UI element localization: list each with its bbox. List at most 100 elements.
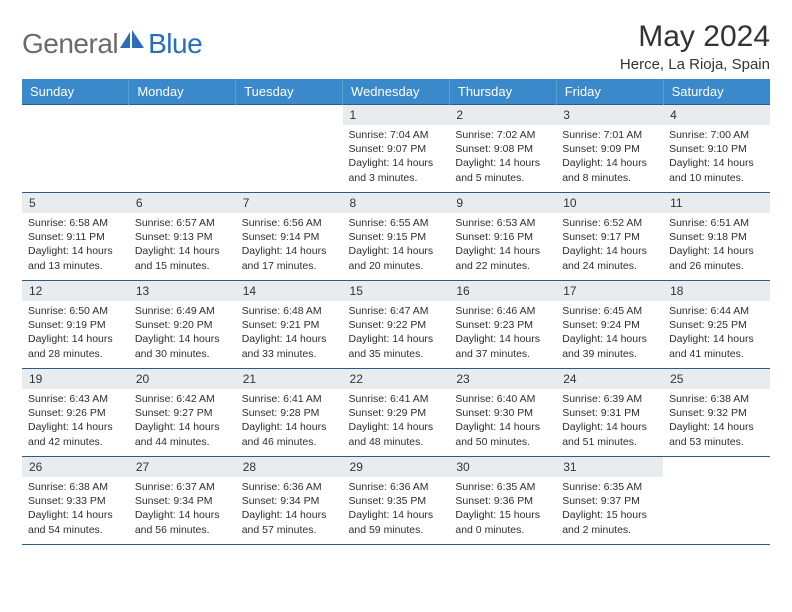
day-number: 6 [129,193,236,213]
calendar-cell: 28Sunrise: 6:36 AMSunset: 9:34 PMDayligh… [236,457,343,545]
day-number: 20 [129,369,236,389]
day-details: Sunrise: 6:43 AMSunset: 9:26 PMDaylight:… [22,389,129,453]
calendar-cell: 27Sunrise: 6:37 AMSunset: 9:34 PMDayligh… [129,457,236,545]
calendar-cell [129,105,236,193]
day-number: 11 [663,193,770,213]
day-number: 21 [236,369,343,389]
day-details: Sunrise: 6:56 AMSunset: 9:14 PMDaylight:… [236,213,343,277]
title-block: May 2024 Herce, La Rioja, Spain [620,20,770,73]
calendar-cell: 19Sunrise: 6:43 AMSunset: 9:26 PMDayligh… [22,369,129,457]
day-number: 8 [343,193,450,213]
day-details: Sunrise: 6:38 AMSunset: 9:32 PMDaylight:… [663,389,770,453]
calendar-cell: 12Sunrise: 6:50 AMSunset: 9:19 PMDayligh… [22,281,129,369]
day-number: 19 [22,369,129,389]
day-details: Sunrise: 6:55 AMSunset: 9:15 PMDaylight:… [343,213,450,277]
day-details: Sunrise: 6:52 AMSunset: 9:17 PMDaylight:… [556,213,663,277]
day-number: 25 [663,369,770,389]
calendar-cell: 26Sunrise: 6:38 AMSunset: 9:33 PMDayligh… [22,457,129,545]
calendar-row: 19Sunrise: 6:43 AMSunset: 9:26 PMDayligh… [22,369,770,457]
day-number: 15 [343,281,450,301]
calendar-cell: 15Sunrise: 6:47 AMSunset: 9:22 PMDayligh… [343,281,450,369]
day-number: 2 [449,105,556,125]
day-details: Sunrise: 6:41 AMSunset: 9:28 PMDaylight:… [236,389,343,453]
day-details: Sunrise: 7:01 AMSunset: 9:09 PMDaylight:… [556,125,663,189]
calendar-cell [663,457,770,545]
day-number: 23 [449,369,556,389]
day-details: Sunrise: 6:46 AMSunset: 9:23 PMDaylight:… [449,301,556,365]
header: General Blue May 2024 Herce, La Rioja, S… [22,20,770,73]
calendar-cell: 22Sunrise: 6:41 AMSunset: 9:29 PMDayligh… [343,369,450,457]
day-number: 31 [556,457,663,477]
day-number: 9 [449,193,556,213]
calendar-cell: 14Sunrise: 6:48 AMSunset: 9:21 PMDayligh… [236,281,343,369]
calendar-document: General Blue May 2024 Herce, La Rioja, S… [0,0,792,565]
calendar-cell: 25Sunrise: 6:38 AMSunset: 9:32 PMDayligh… [663,369,770,457]
day-details: Sunrise: 6:35 AMSunset: 9:37 PMDaylight:… [556,477,663,541]
day-number: 3 [556,105,663,125]
brand-logo: General Blue [22,28,202,60]
day-number: 7 [236,193,343,213]
day-number: 14 [236,281,343,301]
calendar-cell: 7Sunrise: 6:56 AMSunset: 9:14 PMDaylight… [236,193,343,281]
weekday-header: Tuesday [236,79,343,105]
day-details: Sunrise: 6:41 AMSunset: 9:29 PMDaylight:… [343,389,450,453]
sail-icon [118,28,148,50]
day-number: 27 [129,457,236,477]
brand-part1: General [22,28,118,60]
day-details: Sunrise: 6:57 AMSunset: 9:13 PMDaylight:… [129,213,236,277]
day-details: Sunrise: 6:38 AMSunset: 9:33 PMDaylight:… [22,477,129,541]
calendar-cell [22,105,129,193]
calendar-row: 26Sunrise: 6:38 AMSunset: 9:33 PMDayligh… [22,457,770,545]
brand-part2: Blue [148,28,202,60]
location: Herce, La Rioja, Spain [620,56,770,73]
calendar-cell: 11Sunrise: 6:51 AMSunset: 9:18 PMDayligh… [663,193,770,281]
calendar-row: 5Sunrise: 6:58 AMSunset: 9:11 PMDaylight… [22,193,770,281]
day-details: Sunrise: 6:53 AMSunset: 9:16 PMDaylight:… [449,213,556,277]
day-details: Sunrise: 6:42 AMSunset: 9:27 PMDaylight:… [129,389,236,453]
day-details: Sunrise: 7:00 AMSunset: 9:10 PMDaylight:… [663,125,770,189]
day-details: Sunrise: 6:36 AMSunset: 9:35 PMDaylight:… [343,477,450,541]
day-number: 28 [236,457,343,477]
calendar-cell: 17Sunrise: 6:45 AMSunset: 9:24 PMDayligh… [556,281,663,369]
calendar-cell [236,105,343,193]
day-number: 12 [22,281,129,301]
weekday-header: Wednesday [343,79,450,105]
day-number: 10 [556,193,663,213]
calendar-table: SundayMondayTuesdayWednesdayThursdayFrid… [22,79,770,545]
calendar-cell: 21Sunrise: 6:41 AMSunset: 9:28 PMDayligh… [236,369,343,457]
day-number: 13 [129,281,236,301]
calendar-cell: 6Sunrise: 6:57 AMSunset: 9:13 PMDaylight… [129,193,236,281]
calendar-cell: 1Sunrise: 7:04 AMSunset: 9:07 PMDaylight… [343,105,450,193]
calendar-body: 1Sunrise: 7:04 AMSunset: 9:07 PMDaylight… [22,105,770,545]
calendar-cell: 3Sunrise: 7:01 AMSunset: 9:09 PMDaylight… [556,105,663,193]
day-details: Sunrise: 6:36 AMSunset: 9:34 PMDaylight:… [236,477,343,541]
day-number: 29 [343,457,450,477]
day-details: Sunrise: 6:51 AMSunset: 9:18 PMDaylight:… [663,213,770,277]
weekday-header: Monday [129,79,236,105]
weekday-header: Sunday [22,79,129,105]
weekday-header: Thursday [449,79,556,105]
calendar-header-row: SundayMondayTuesdayWednesdayThursdayFrid… [22,79,770,105]
calendar-cell: 10Sunrise: 6:52 AMSunset: 9:17 PMDayligh… [556,193,663,281]
calendar-row: 12Sunrise: 6:50 AMSunset: 9:19 PMDayligh… [22,281,770,369]
day-details: Sunrise: 7:02 AMSunset: 9:08 PMDaylight:… [449,125,556,189]
day-details: Sunrise: 6:40 AMSunset: 9:30 PMDaylight:… [449,389,556,453]
calendar-cell: 23Sunrise: 6:40 AMSunset: 9:30 PMDayligh… [449,369,556,457]
day-details: Sunrise: 6:39 AMSunset: 9:31 PMDaylight:… [556,389,663,453]
month-title: May 2024 [620,20,770,54]
calendar-cell: 20Sunrise: 6:42 AMSunset: 9:27 PMDayligh… [129,369,236,457]
day-details: Sunrise: 6:58 AMSunset: 9:11 PMDaylight:… [22,213,129,277]
day-number: 18 [663,281,770,301]
calendar-cell: 5Sunrise: 6:58 AMSunset: 9:11 PMDaylight… [22,193,129,281]
day-details: Sunrise: 6:45 AMSunset: 9:24 PMDaylight:… [556,301,663,365]
day-number: 30 [449,457,556,477]
calendar-cell: 30Sunrise: 6:35 AMSunset: 9:36 PMDayligh… [449,457,556,545]
calendar-cell: 8Sunrise: 6:55 AMSunset: 9:15 PMDaylight… [343,193,450,281]
day-details: Sunrise: 6:50 AMSunset: 9:19 PMDaylight:… [22,301,129,365]
day-details: Sunrise: 6:47 AMSunset: 9:22 PMDaylight:… [343,301,450,365]
day-details: Sunrise: 6:37 AMSunset: 9:34 PMDaylight:… [129,477,236,541]
day-details: Sunrise: 6:48 AMSunset: 9:21 PMDaylight:… [236,301,343,365]
day-number: 17 [556,281,663,301]
calendar-cell: 4Sunrise: 7:00 AMSunset: 9:10 PMDaylight… [663,105,770,193]
day-details: Sunrise: 6:44 AMSunset: 9:25 PMDaylight:… [663,301,770,365]
